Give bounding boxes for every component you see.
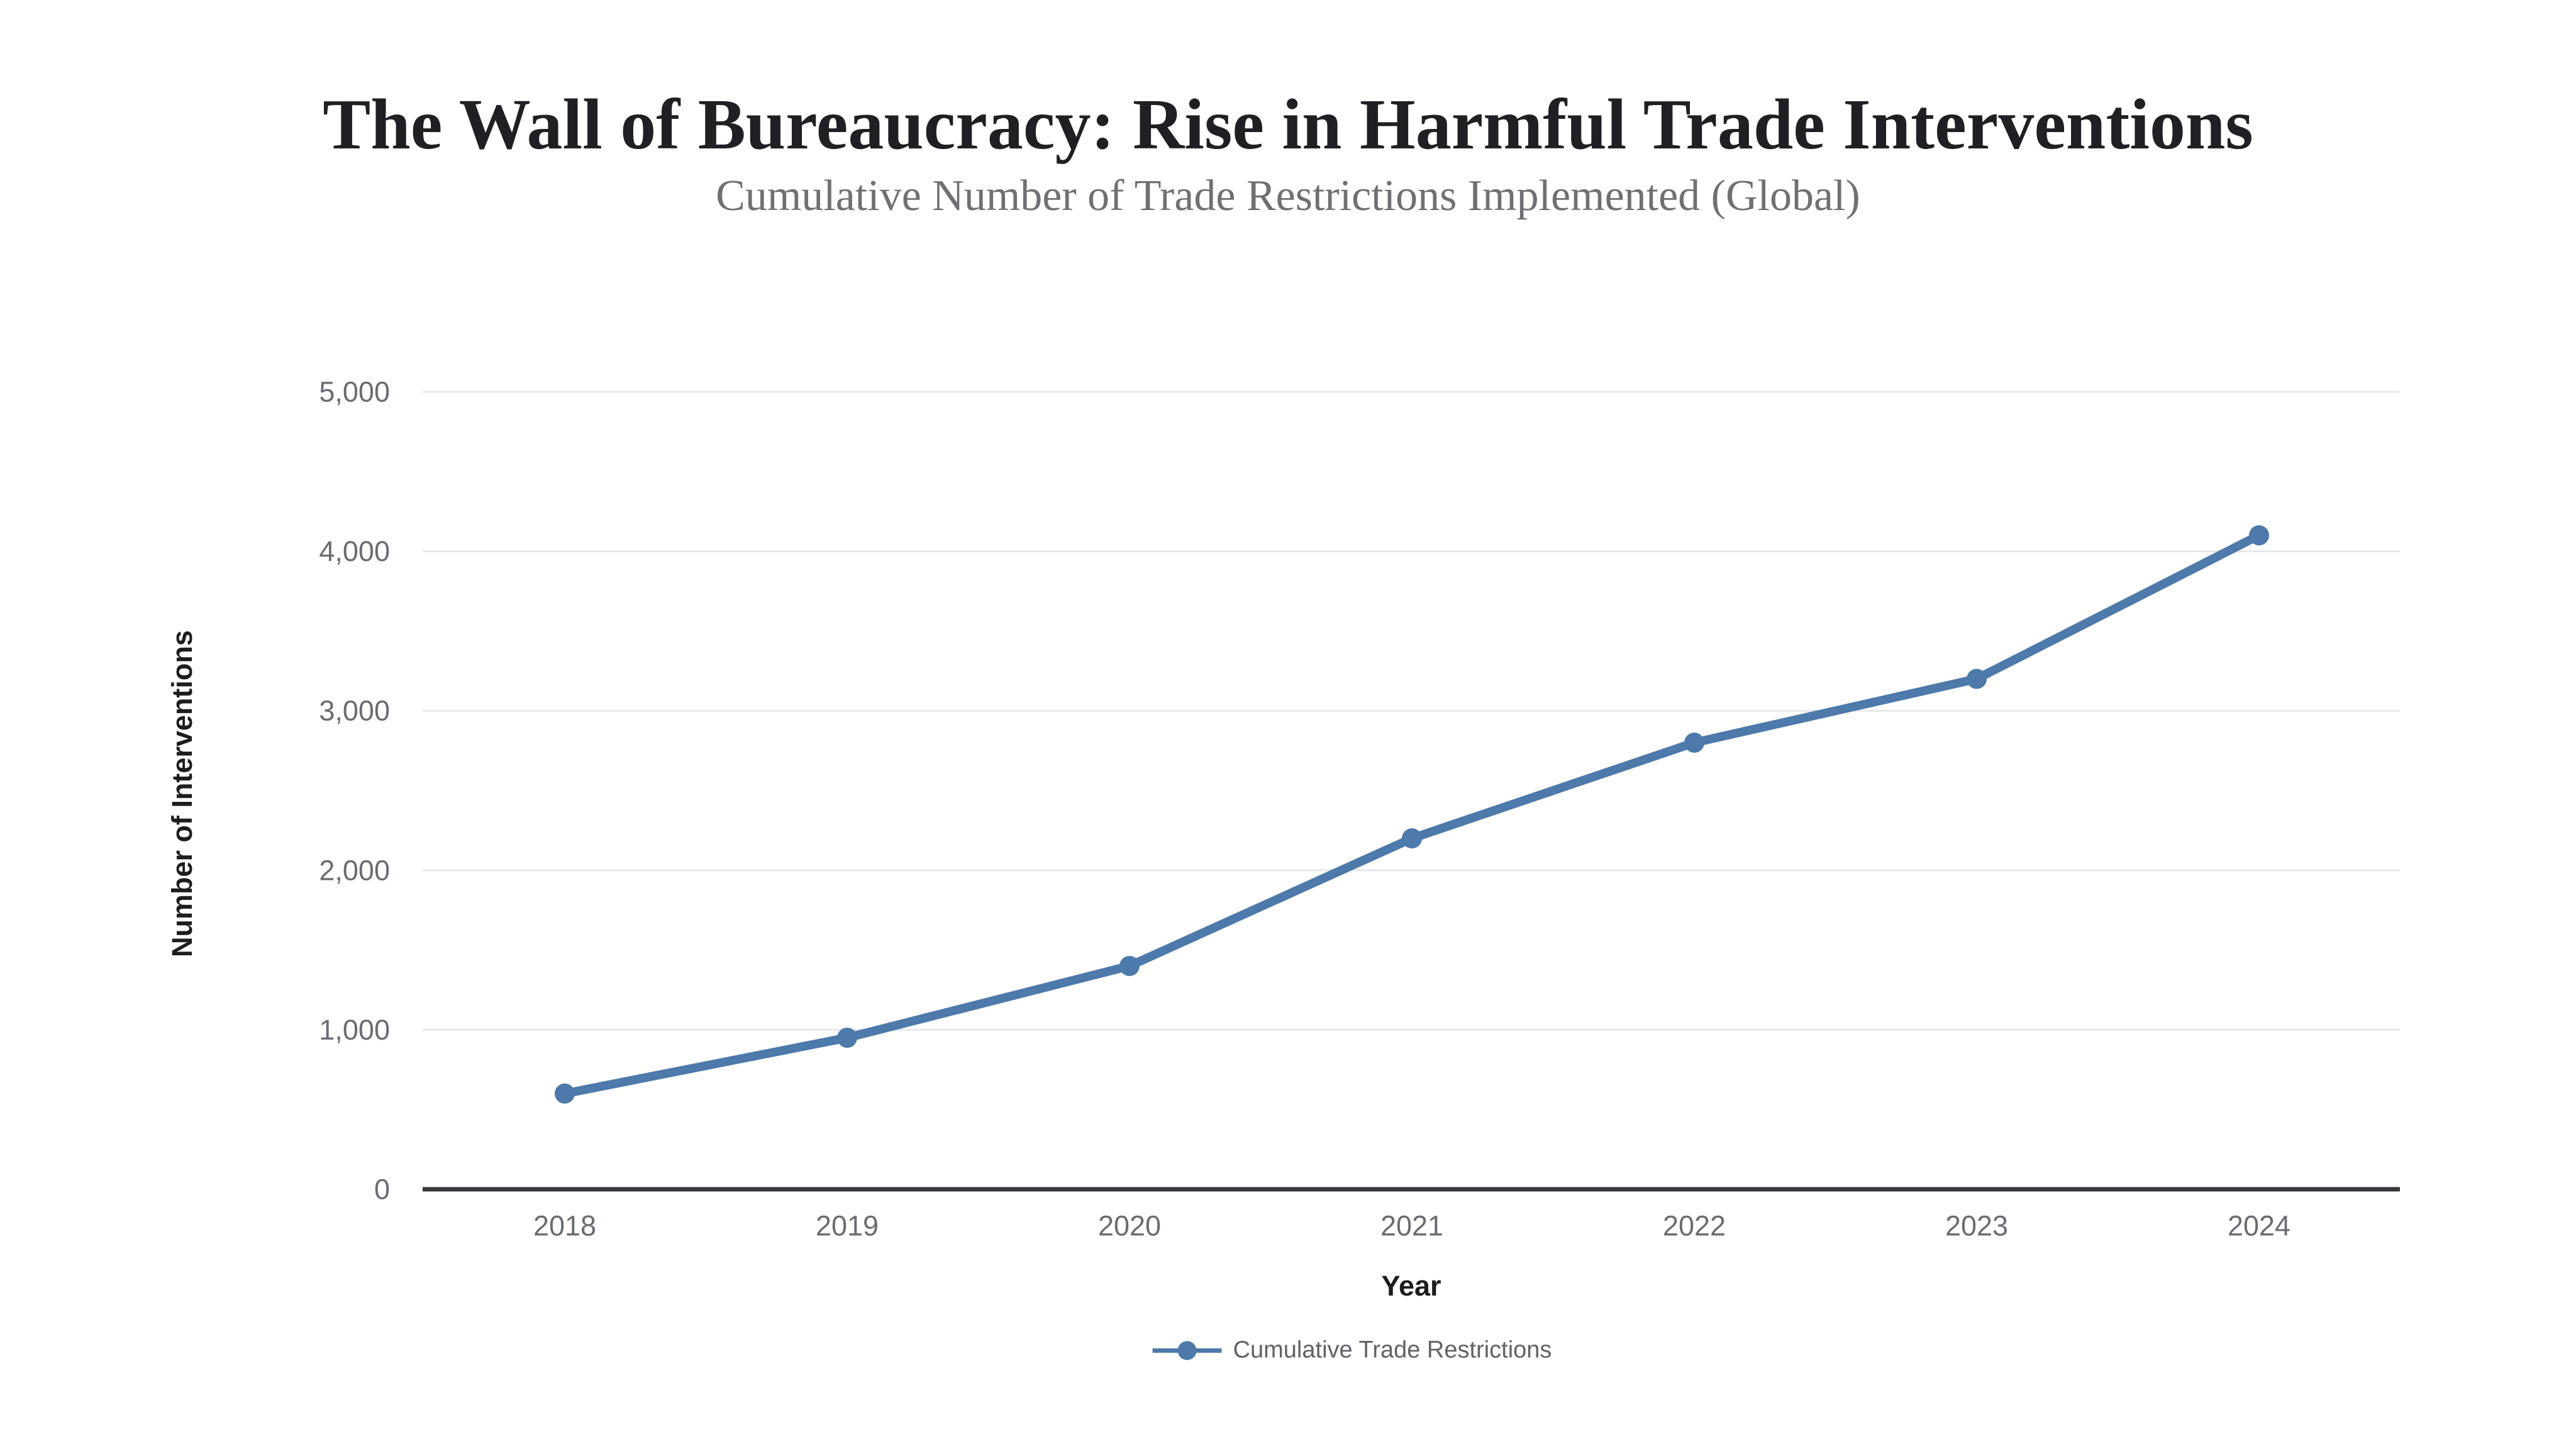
y-tick-label-3000: 3,000 bbox=[319, 695, 390, 727]
x-axis-title: Year bbox=[1381, 1270, 1441, 1302]
y-tick-label-2000: 2,000 bbox=[319, 854, 390, 886]
y-axis-title: Number of Interventions bbox=[166, 630, 198, 958]
y-tick-label-5000: 5,000 bbox=[319, 376, 390, 408]
legend-line-dot-marker-icon bbox=[1152, 1341, 1222, 1360]
x-tick-label-2022: 2022 bbox=[1663, 1210, 1726, 1242]
data-point-2024[interactable] bbox=[2249, 525, 2269, 546]
x-tick-label-2020: 2020 bbox=[1098, 1210, 1161, 1242]
data-point-2019[interactable] bbox=[837, 1028, 857, 1048]
chart-subtitle: Cumulative Number of Trade Restrictions … bbox=[716, 172, 1860, 220]
data-point-2022[interactable] bbox=[1684, 732, 1704, 753]
x-tick-label-2018: 2018 bbox=[533, 1210, 596, 1242]
x-tick-label-2019: 2019 bbox=[816, 1210, 879, 1242]
data-point-2023[interactable] bbox=[1967, 669, 1987, 689]
data-point-2018[interactable] bbox=[555, 1083, 575, 1104]
data-point-2020[interactable] bbox=[1119, 955, 1140, 976]
x-tick-label-2024: 2024 bbox=[2228, 1210, 2290, 1242]
y-tick-label-4000: 4,000 bbox=[319, 535, 390, 567]
x-tick-label-2023: 2023 bbox=[1945, 1210, 2008, 1242]
series-line bbox=[560, 531, 2263, 1098]
y-tick-label-1000: 1,000 bbox=[319, 1014, 390, 1046]
legend-item-label: Cumulative Trade Restrictions bbox=[1233, 1336, 1552, 1363]
x-tick-label-2021: 2021 bbox=[1380, 1210, 1443, 1242]
legend[interactable]: Cumulative Trade Restrictions bbox=[1152, 1336, 1552, 1364]
data-point-2021[interactable] bbox=[1402, 828, 1422, 849]
chart-title: The Wall of Bureaucracy: Rise in Harmful… bbox=[323, 84, 2253, 164]
y-tick-label-0: 0 bbox=[374, 1174, 390, 1206]
